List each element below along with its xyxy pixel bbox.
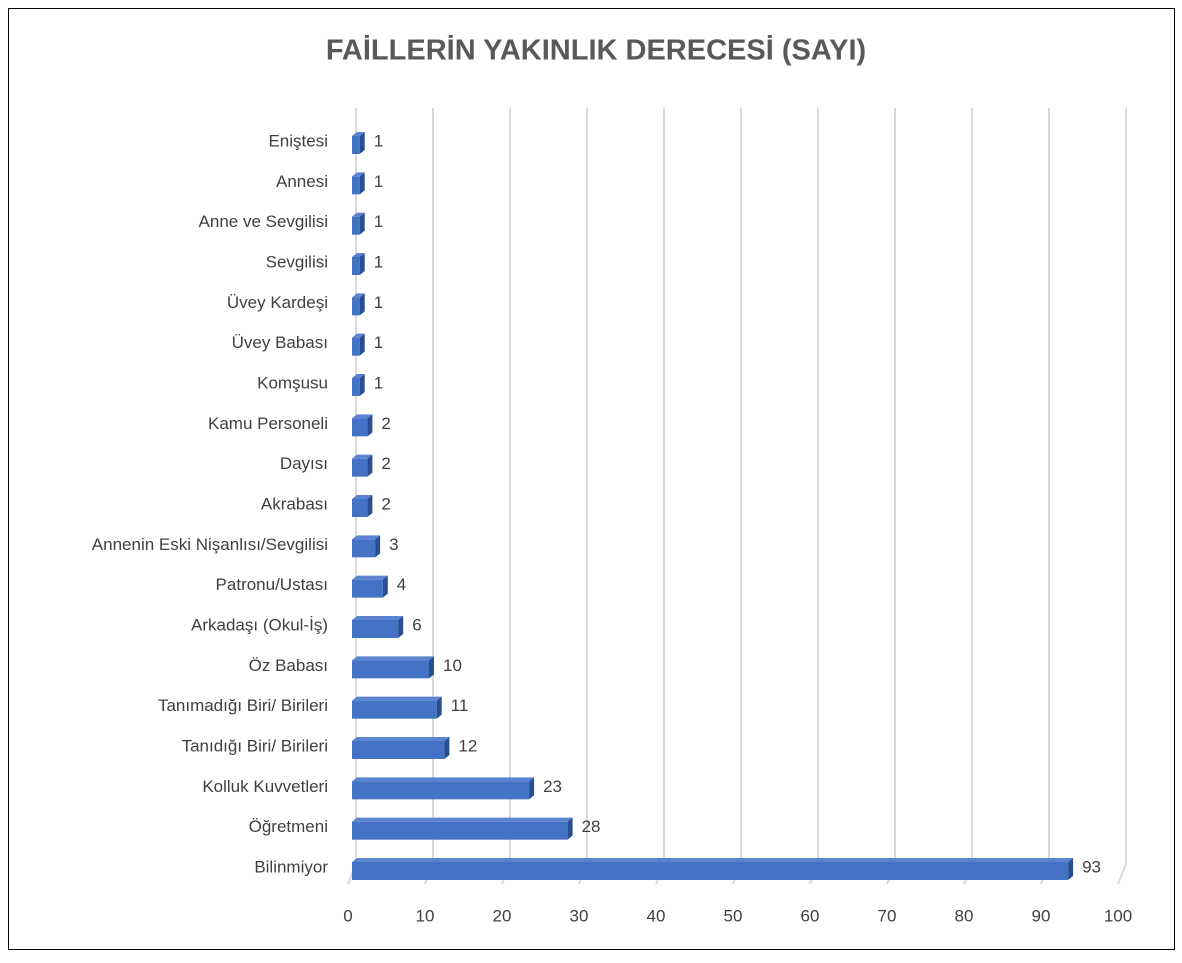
bar [352,253,365,275]
bar [352,414,373,437]
value-label: 28 [582,817,601,836]
value-label: 1 [374,172,383,191]
bar [352,293,365,316]
y-tick-label: Akrabası [261,494,328,513]
value-label: 10 [443,656,462,675]
bar [352,575,388,598]
bar [352,777,535,800]
chart-title: FAİLLERİN YAKINLIK DERECESİ (SAYI) [326,35,866,67]
y-tick-label: Kamu Personeli [208,414,328,433]
bar [352,333,365,356]
value-label: 1 [374,212,383,231]
y-tick-label: Annenin Eski Nişanlısı/Sevgilisi [92,535,328,554]
value-label: 1 [374,131,383,150]
bar [352,172,365,195]
x-tick-label: 90 [1032,906,1051,925]
value-label: 1 [374,293,383,312]
value-label: 3 [389,535,398,554]
y-tick-label: Anne ve Sevgilisi [199,212,328,231]
y-tick-label: Bilinmiyor [254,857,328,876]
x-tick-label: 100 [1104,906,1132,925]
frame [8,8,1175,950]
bar [352,858,1074,880]
y-tick-label: Patronu/Ustası [216,575,328,594]
y-tick-label: Tanıdığı Biri/ Birileri [182,736,328,755]
bar [352,495,373,517]
y-tick-label: Sevgilisi [266,252,328,271]
x-tick-label: 0 [343,906,352,925]
bar [352,817,573,840]
bar [352,374,365,396]
value-label: 1 [374,373,383,392]
x-tick-label: 20 [493,906,512,925]
bar [352,656,434,679]
bar [352,212,365,235]
y-tick-label: Tanımadığı Biri/ Birileri [158,696,328,715]
x-tick-label: 40 [647,906,666,925]
bar [352,737,450,759]
value-label: 2 [381,494,390,513]
bar [352,132,365,154]
x-tick-label: 80 [955,906,974,925]
bar [352,616,404,638]
value-label: 23 [543,777,562,796]
bar [352,454,373,477]
x-tick-label: 60 [801,906,820,925]
y-tick-label: Öz Babası [249,656,328,675]
value-label: 93 [1082,857,1101,876]
value-label: 2 [381,414,390,433]
bar [352,696,442,719]
value-label: 4 [397,575,406,594]
grid-line-floor [1117,863,1127,885]
y-tick-label: Eniştesi [268,131,328,150]
y-tick-label: Dayısı [280,454,328,473]
x-tick-label: 50 [724,906,743,925]
x-tick-label: 10 [416,906,435,925]
value-label: 1 [374,333,383,352]
value-label: 6 [412,615,421,634]
x-tick-label: 70 [878,906,897,925]
y-tick-label: Annesi [276,172,328,191]
value-label: 12 [458,736,477,755]
y-tick-label: Komşusu [257,373,328,392]
value-label: 2 [381,454,390,473]
y-tick-label: Kolluk Kuvvetleri [202,777,328,796]
y-tick-label: Üvey Babası [232,333,328,352]
value-label: 1 [374,252,383,271]
value-label: 11 [451,696,469,715]
x-tick-label: 30 [570,906,589,925]
bar [352,535,381,558]
y-tick-label: Üvey Kardeşi [227,293,328,312]
y-tick-label: Arkadaşı (Okul-İş) [191,615,328,634]
y-tick-label: Öğretmeni [249,817,328,836]
